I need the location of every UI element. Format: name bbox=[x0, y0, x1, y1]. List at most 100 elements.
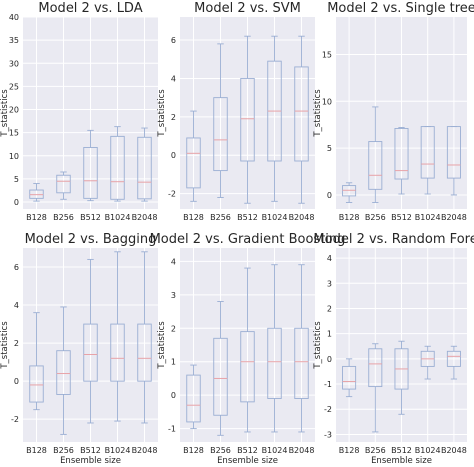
x-axis-label: Ensemble size bbox=[60, 456, 121, 466]
iqr-box bbox=[294, 66, 309, 162]
iqr-box bbox=[110, 135, 125, 200]
box-B512 bbox=[83, 129, 98, 202]
panel-title: Model 2 vs. Random Forest bbox=[313, 232, 474, 247]
y-tick-label: 2 bbox=[171, 113, 176, 122]
box-B256 bbox=[368, 106, 383, 203]
y-tick-label: 20 bbox=[9, 106, 19, 115]
x-tick-label: B2048 bbox=[289, 446, 315, 455]
x-tick-label: B1024 bbox=[105, 213, 131, 222]
box-B512 bbox=[394, 340, 409, 415]
box-B1024 bbox=[110, 251, 125, 422]
y-tick-label: 4 bbox=[171, 74, 176, 83]
y-tick-label: 40 bbox=[9, 13, 19, 22]
iqr-box bbox=[394, 128, 409, 180]
y-tick-label: 2 bbox=[327, 304, 332, 313]
box-B1024 bbox=[267, 35, 282, 202]
x-tick-label: B512 bbox=[391, 213, 412, 222]
y-tick-label: 10 bbox=[322, 97, 332, 106]
y-tick-label: 10 bbox=[9, 152, 19, 161]
iqr-box bbox=[240, 77, 255, 162]
panel-1: 0 5 10 15 20 25 30 35 40 B128 B256 B512 B1024 B2048 Mo… bbox=[0, 1, 158, 222]
box-B128 bbox=[342, 358, 357, 398]
box-B128 bbox=[186, 110, 201, 202]
y-tick-label: 5 bbox=[327, 144, 332, 153]
box-B128 bbox=[342, 182, 357, 203]
iqr-box bbox=[186, 374, 201, 423]
box-B512 bbox=[394, 127, 409, 195]
y-tick-label: 6 bbox=[14, 263, 19, 272]
x-tick-label: B128 bbox=[183, 446, 204, 455]
x-tick-label: B256 bbox=[53, 213, 74, 222]
panel-6: -3 -2 -1 0 1 2 3 4 B128 B256 B512 B1024 B2048 Model 2… bbox=[313, 232, 474, 466]
y-axis-label: T_statistics bbox=[313, 321, 323, 370]
x-tick-label: B256 bbox=[53, 446, 74, 455]
y-tick-label: 0 bbox=[327, 355, 332, 364]
box-B256 bbox=[56, 306, 71, 435]
y-tick-label: 15 bbox=[322, 50, 332, 59]
iqr-box bbox=[56, 350, 71, 395]
iqr-box bbox=[213, 337, 228, 416]
y-tick-label: 0 bbox=[14, 198, 19, 207]
iqr-box bbox=[240, 331, 255, 403]
x-tick-label: B1024 bbox=[262, 213, 288, 222]
x-tick-label: B512 bbox=[80, 213, 101, 222]
x-tick-label: B128 bbox=[183, 213, 204, 222]
x-tick-label: B512 bbox=[391, 446, 412, 455]
box-B2048 bbox=[446, 126, 461, 196]
iqr-box bbox=[267, 327, 282, 399]
y-tick-label: 5 bbox=[14, 175, 19, 184]
box-B2048 bbox=[137, 127, 152, 202]
y-tick-label: -2 bbox=[168, 190, 176, 199]
panel-4: -2 0 2 4 6 B128 B256 B512 B1024 B2048 Model 2 vs. … bbox=[0, 232, 158, 466]
y-axis-label: T_statistics bbox=[157, 89, 167, 138]
y-tick-label: 30 bbox=[9, 59, 19, 68]
x-tick-label: B256 bbox=[210, 446, 231, 455]
box-B1024 bbox=[420, 126, 435, 195]
box-B256 bbox=[213, 301, 228, 436]
x-tick-label: B2048 bbox=[441, 446, 467, 455]
x-tick-label: B128 bbox=[339, 446, 360, 455]
x-tick-label: B2048 bbox=[132, 446, 158, 455]
x-tick-label: B128 bbox=[26, 213, 47, 222]
y-axis-label: T_statistics bbox=[313, 89, 323, 138]
y-tick-label: -1 bbox=[168, 425, 176, 434]
y-tick-label: 0 bbox=[171, 151, 176, 160]
box-B2048 bbox=[294, 35, 309, 204]
x-tick-label: B1024 bbox=[415, 446, 441, 455]
x-tick-label: B256 bbox=[210, 213, 231, 222]
y-tick-label: 0 bbox=[171, 391, 176, 400]
y-tick-label: 2 bbox=[14, 339, 19, 348]
box-B1024 bbox=[267, 264, 282, 433]
iqr-box bbox=[368, 141, 383, 190]
box-B256 bbox=[56, 171, 71, 200]
y-tick-label: 0 bbox=[14, 377, 19, 386]
x-tick-label: B256 bbox=[365, 213, 386, 222]
box-B1024 bbox=[110, 126, 125, 202]
x-tick-label: B512 bbox=[237, 446, 258, 455]
y-tick-label: 6 bbox=[171, 36, 176, 45]
iqr-box bbox=[368, 348, 383, 388]
box-B2048 bbox=[137, 251, 152, 424]
iqr-box bbox=[137, 323, 152, 382]
y-tick-label: -1 bbox=[324, 380, 332, 389]
y-tick-label: -3 bbox=[324, 430, 332, 439]
box-B1024 bbox=[420, 345, 435, 380]
panel-title: Model 2 vs. Gradient Boosting bbox=[150, 232, 346, 247]
box-B2048 bbox=[446, 345, 461, 380]
panel-title: Model 2 vs. SVM bbox=[194, 1, 301, 16]
y-tick-label: 1 bbox=[327, 330, 332, 339]
x-tick-label: B1024 bbox=[105, 446, 131, 455]
iqr-box bbox=[446, 126, 461, 179]
y-tick-label: 25 bbox=[9, 82, 19, 91]
panel-title: Model 2 vs. Bagging bbox=[25, 232, 157, 247]
iqr-box bbox=[29, 365, 44, 403]
panel-title: Model 2 vs. LDA bbox=[38, 1, 142, 16]
y-tick-label: 3 bbox=[171, 291, 176, 300]
y-tick-label: 15 bbox=[9, 129, 19, 138]
x-tick-label: B128 bbox=[339, 213, 360, 222]
x-tick-label: B2048 bbox=[289, 213, 315, 222]
iqr-box bbox=[213, 97, 228, 172]
iqr-box bbox=[446, 350, 461, 367]
panel-3: 0 5 10 15 B128 B256 B512 B1024 B2048 Model 2 vs. … bbox=[313, 1, 474, 222]
panel-title: Model 2 vs. Single tree bbox=[327, 1, 474, 16]
